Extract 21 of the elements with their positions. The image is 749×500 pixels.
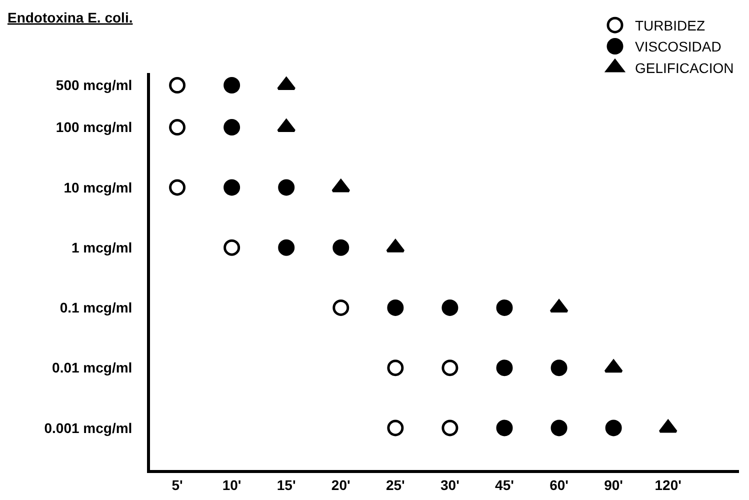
y-tick-label: 500 mcg/ml	[56, 77, 132, 94]
legend-label: VISCOSIDAD	[635, 38, 722, 55]
y-tick-label: 1 mcg/ml	[71, 239, 132, 256]
chart-title: Endotoxina E. coli.	[7, 9, 133, 26]
x-tick-label: 25'	[386, 476, 405, 493]
x-tick-label: 15'	[276, 476, 296, 493]
x-tick-label: 10'	[222, 476, 242, 493]
y-tick-label: 0.01 mcg/ml	[52, 360, 132, 376]
x-tick-label: 60'	[550, 476, 568, 493]
x-tick-label: 20'	[331, 476, 350, 493]
y-tick-label: 0.001 mcg/ml	[44, 420, 132, 436]
legend-label: GELIFICACION	[635, 60, 734, 76]
y-tick-label: 10 mcg/ml	[64, 179, 132, 196]
y-tick-label: 0.1 mcg/ml	[60, 300, 132, 316]
legend-label: TURBIDEZ	[635, 18, 706, 34]
x-tick-label: 45'	[495, 476, 514, 493]
x-tick-label: 90'	[604, 476, 624, 493]
x-tick-label: 120'	[654, 476, 682, 493]
x-tick-label: 30'	[440, 476, 460, 493]
y-tick-label: 100 mcg/ml	[56, 119, 132, 136]
x-tick-label: 5'	[172, 476, 183, 493]
